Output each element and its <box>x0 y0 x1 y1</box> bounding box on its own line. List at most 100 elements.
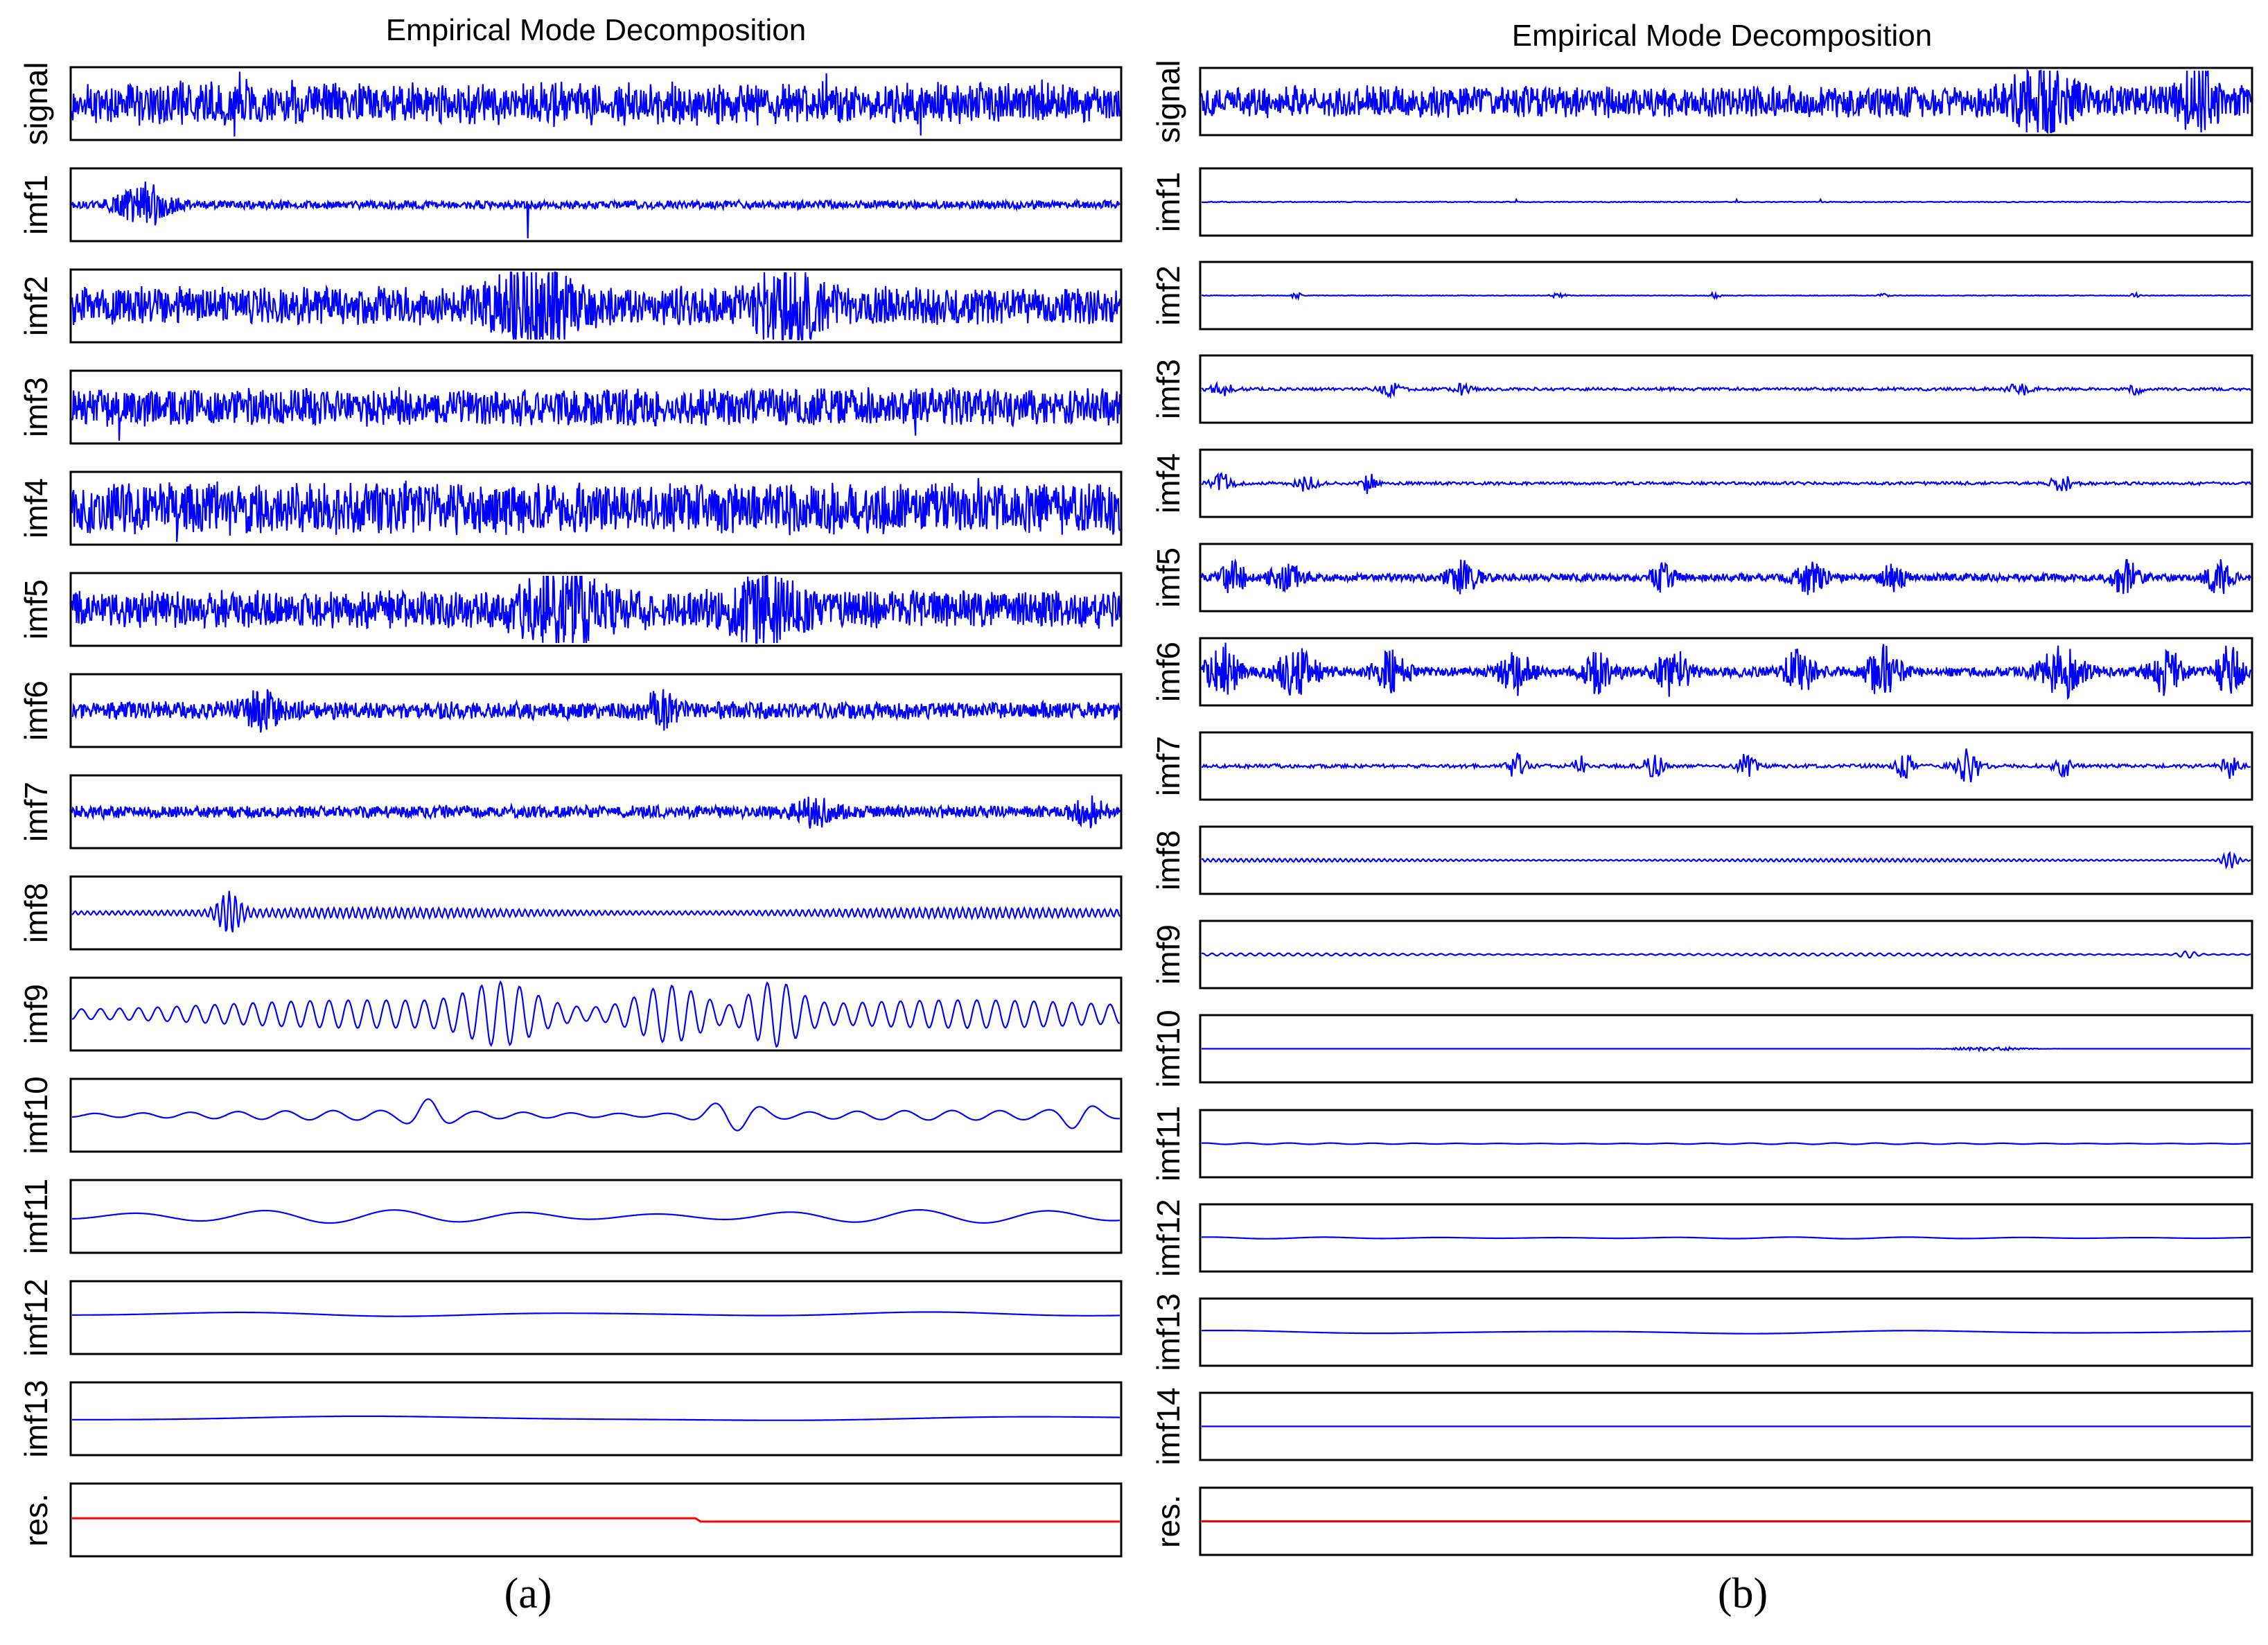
subplot-imf6: imf6 <box>18 673 1123 748</box>
chart-title: Empirical Mode Decomposition <box>386 13 806 47</box>
series-label: imf2 <box>18 276 54 336</box>
series-label: imf12 <box>18 1278 54 1356</box>
series-label: imf9 <box>1150 924 1186 985</box>
subplot-imf2: imf2 <box>1150 261 2253 331</box>
subplot-imf12: imf12 <box>1150 1199 2253 1277</box>
series-line-imf1 <box>1201 197 2251 204</box>
series-line-imf3 <box>71 387 1121 441</box>
subplot-res: res. <box>18 1482 1123 1558</box>
subplot-imf6: imf6 <box>1150 637 2253 707</box>
series-label: imf3 <box>1150 359 1186 419</box>
subplot-imf12: imf12 <box>18 1278 1123 1357</box>
series-line-imf9 <box>1201 950 2251 959</box>
series-label: imf10 <box>18 1076 54 1154</box>
subplot-imf8: imf8 <box>18 875 1123 951</box>
series-line-imf13 <box>72 1415 1120 1421</box>
subplot-imf11: imf11 <box>18 1179 1123 1254</box>
series-label: imf6 <box>18 680 54 741</box>
series-line-imf9 <box>71 980 1120 1048</box>
series-label: imf4 <box>18 478 54 538</box>
series-label: res. <box>18 1493 54 1547</box>
emd-panel-b: Empirical Mode Decomposition (b) signal imf… <box>1150 19 2253 1617</box>
series-line-imf10 <box>71 1098 1120 1132</box>
series-line-imf3 <box>1201 380 2251 399</box>
subplot-frame <box>69 1482 1123 1558</box>
chart-title: Empirical Mode Decomposition <box>1512 19 1932 53</box>
subplot-frame <box>69 1179 1123 1254</box>
subplot-imf5: imf5 <box>1150 543 2253 613</box>
subplot-imf3: imf3 <box>18 369 1123 445</box>
subplot-imf2: imf2 <box>18 268 1123 344</box>
series-line-imf8 <box>71 890 1120 933</box>
subplot-imf4: imf4 <box>1150 448 2253 518</box>
subplot-signal: signal <box>1150 60 2253 143</box>
series-line-imf2 <box>71 271 1121 341</box>
subplot-imf14: imf14 <box>1150 1387 2253 1466</box>
series-line-imf12 <box>72 1311 1120 1317</box>
subplot-imf5: imf5 <box>18 572 1123 647</box>
subplot-imf10: imf10 <box>18 1076 1123 1154</box>
series-label: imf10 <box>1150 1010 1186 1087</box>
subplot-imf13: imf13 <box>1150 1293 2253 1371</box>
series-line-imf1 <box>71 181 1120 239</box>
series-line-imf4 <box>1201 472 2251 494</box>
subplot-frame <box>69 1280 1123 1355</box>
series-line-res <box>72 1517 1120 1523</box>
subplot-imf9: imf9 <box>1150 920 2253 989</box>
series-label: res. <box>1150 1495 1186 1548</box>
series-label: imf8 <box>1150 830 1186 890</box>
series-line-imf11 <box>71 1208 1120 1224</box>
series-label: imf7 <box>18 782 54 842</box>
series-line-imf6 <box>71 689 1121 733</box>
series-label: imf9 <box>18 984 54 1044</box>
subplot-frame <box>69 976 1123 1052</box>
series-line-imf5 <box>71 574 1121 644</box>
series-line-imf2 <box>1201 290 2251 301</box>
series-label: imf5 <box>18 579 54 640</box>
subplot-imf7: imf7 <box>1150 731 2253 801</box>
series-label: imf13 <box>1150 1293 1186 1371</box>
series-line-imf5 <box>1200 558 2251 595</box>
series-line-imf8 <box>1201 850 2251 870</box>
series-label: imf12 <box>1150 1199 1186 1276</box>
emd-panel-a: Empirical Mode Decomposition (a) signal imf… <box>18 13 1123 1617</box>
subplot-signal: signal <box>18 62 1123 146</box>
subplot-imf9: imf9 <box>18 976 1123 1052</box>
series-line-imf13 <box>1202 1330 2251 1335</box>
series-label: imf11 <box>1150 1106 1186 1181</box>
series-label: signal <box>18 62 54 145</box>
subplot-frame <box>69 1077 1123 1153</box>
series-label: imf8 <box>18 883 54 943</box>
series-line-imf7 <box>1201 748 2251 783</box>
series-label: imf7 <box>1150 736 1186 796</box>
panel-caption: (b) <box>1718 1570 1768 1617</box>
series-line-imf11 <box>1201 1142 2251 1145</box>
series-line-imf7 <box>71 795 1121 829</box>
series-line-signal <box>1200 68 2252 134</box>
subplot-imf4: imf4 <box>18 470 1123 546</box>
subplot-imf7: imf7 <box>18 774 1123 850</box>
series-line-imf10 <box>1202 1046 2251 1053</box>
series-label: imf4 <box>1150 453 1186 513</box>
subplot-imf13: imf13 <box>18 1380 1123 1458</box>
series-line-imf12 <box>1202 1236 2251 1240</box>
subplot-res: res. <box>1150 1486 2253 1556</box>
series-line-imf6 <box>1200 642 2252 701</box>
series-line-imf4 <box>71 477 1121 543</box>
subplot-imf1: imf1 <box>18 167 1123 243</box>
series-label: imf1 <box>1150 172 1186 232</box>
series-label: imf5 <box>1150 547 1186 608</box>
panel-caption: (a) <box>504 1570 552 1617</box>
series-label: signal <box>1150 60 1186 143</box>
series-line-signal <box>71 71 1121 137</box>
subplot-imf11: imf11 <box>1150 1106 2253 1181</box>
series-label: imf6 <box>1150 642 1186 702</box>
subplot-imf10: imf10 <box>1150 1010 2253 1088</box>
series-label: imf3 <box>18 377 54 437</box>
series-label: imf14 <box>1150 1387 1186 1465</box>
subplot-frame <box>69 1381 1123 1457</box>
subplot-imf3: imf3 <box>1150 354 2253 424</box>
series-label: imf11 <box>18 1179 54 1254</box>
subplot-imf8: imf8 <box>1150 825 2253 895</box>
